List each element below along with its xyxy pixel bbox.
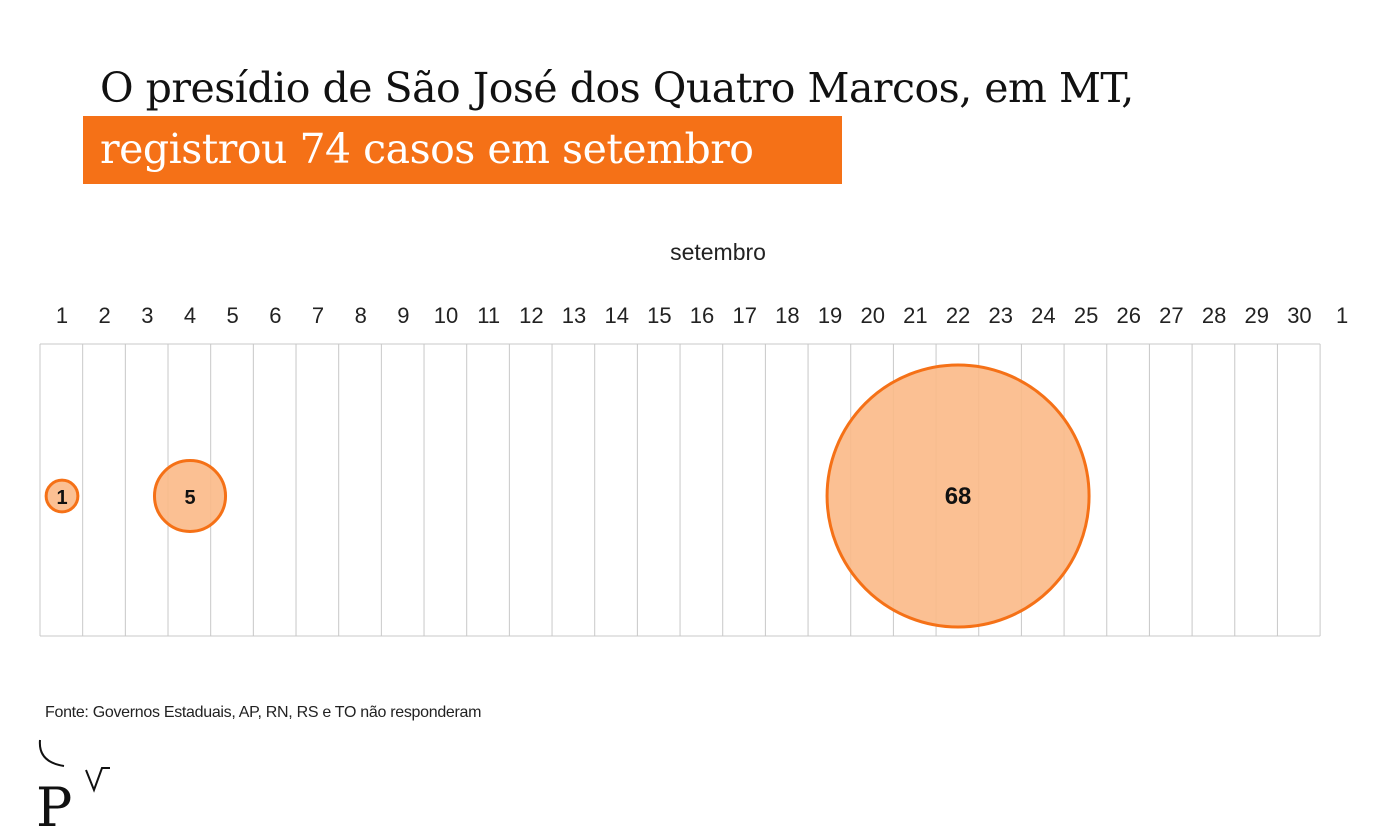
source-note: Fonte: Governos Estaduais, AP, RN, RS e … bbox=[45, 704, 482, 721]
bubble-label: 1 bbox=[56, 487, 67, 509]
bubble bbox=[152, 458, 228, 534]
x-tick-label: 9 bbox=[397, 303, 409, 328]
x-tick-label: 2 bbox=[99, 303, 111, 328]
bubble bbox=[825, 363, 1091, 629]
x-tick-label: 11 bbox=[477, 303, 500, 328]
x-tick-labels: 1 2 3 4 5 6 7 8 9 10 11 12 13 14 15 16 17 18 19 20 21 22 23 24 2… bbox=[56, 303, 1348, 328]
x-tick-label: 17 bbox=[732, 303, 756, 328]
x-tick-label: 18 bbox=[775, 303, 799, 328]
x-tick-label: 28 bbox=[1202, 303, 1226, 328]
x-tick-label: 23 bbox=[988, 303, 1012, 328]
x-tick-label: 22 bbox=[946, 303, 970, 328]
bubble-chart: setembro 1 2 3 4 5 6 7 8 9 10 11 12 13 14 15 16 17 18 19 20… bbox=[39, 239, 1348, 637]
bubble-label: 68 bbox=[945, 483, 972, 510]
x-tick-label: 16 bbox=[690, 303, 714, 328]
x-tick-label: 26 bbox=[1117, 303, 1141, 328]
x-tick-label: 27 bbox=[1159, 303, 1183, 328]
bubble bbox=[44, 478, 80, 514]
bubbles: 1 5 68 bbox=[44, 363, 1091, 629]
x-tick-label: 12 bbox=[519, 303, 543, 328]
x-tick-label: 20 bbox=[860, 303, 884, 328]
x-tick-label: 24 bbox=[1031, 303, 1055, 328]
x-tick-label: 1 bbox=[1336, 303, 1348, 328]
x-tick-label: 8 bbox=[355, 303, 367, 328]
chart-title-line-2: registrou 74 casos em setembro bbox=[100, 125, 754, 173]
x-tick-label: 7 bbox=[312, 303, 324, 328]
grid-lines bbox=[39, 343, 1321, 637]
x-tick-label: 1 bbox=[56, 303, 68, 328]
x-tick-label: 25 bbox=[1074, 303, 1098, 328]
x-tick-label: 15 bbox=[647, 303, 671, 328]
bubble-label: 5 bbox=[184, 487, 195, 509]
x-tick-label: 4 bbox=[184, 303, 196, 328]
x-tick-label: 14 bbox=[604, 303, 628, 328]
title-highlight-box bbox=[83, 116, 842, 184]
month-label: setembro bbox=[670, 239, 766, 265]
pv-logo-icon: P bbox=[36, 739, 110, 830]
chart-title-line-1: O presídio de São José dos Quatro Marcos… bbox=[100, 64, 1134, 112]
x-tick-label: 3 bbox=[141, 303, 153, 328]
x-tick-label: 5 bbox=[227, 303, 239, 328]
x-tick-label: 21 bbox=[903, 303, 927, 328]
x-tick-label: 29 bbox=[1245, 303, 1269, 328]
svg-text:P: P bbox=[36, 776, 72, 830]
x-tick-label: 10 bbox=[434, 303, 458, 328]
x-tick-label: 6 bbox=[269, 303, 281, 328]
x-tick-label: 19 bbox=[818, 303, 842, 328]
x-tick-label: 13 bbox=[562, 303, 586, 328]
x-tick-label: 30 bbox=[1287, 303, 1311, 328]
